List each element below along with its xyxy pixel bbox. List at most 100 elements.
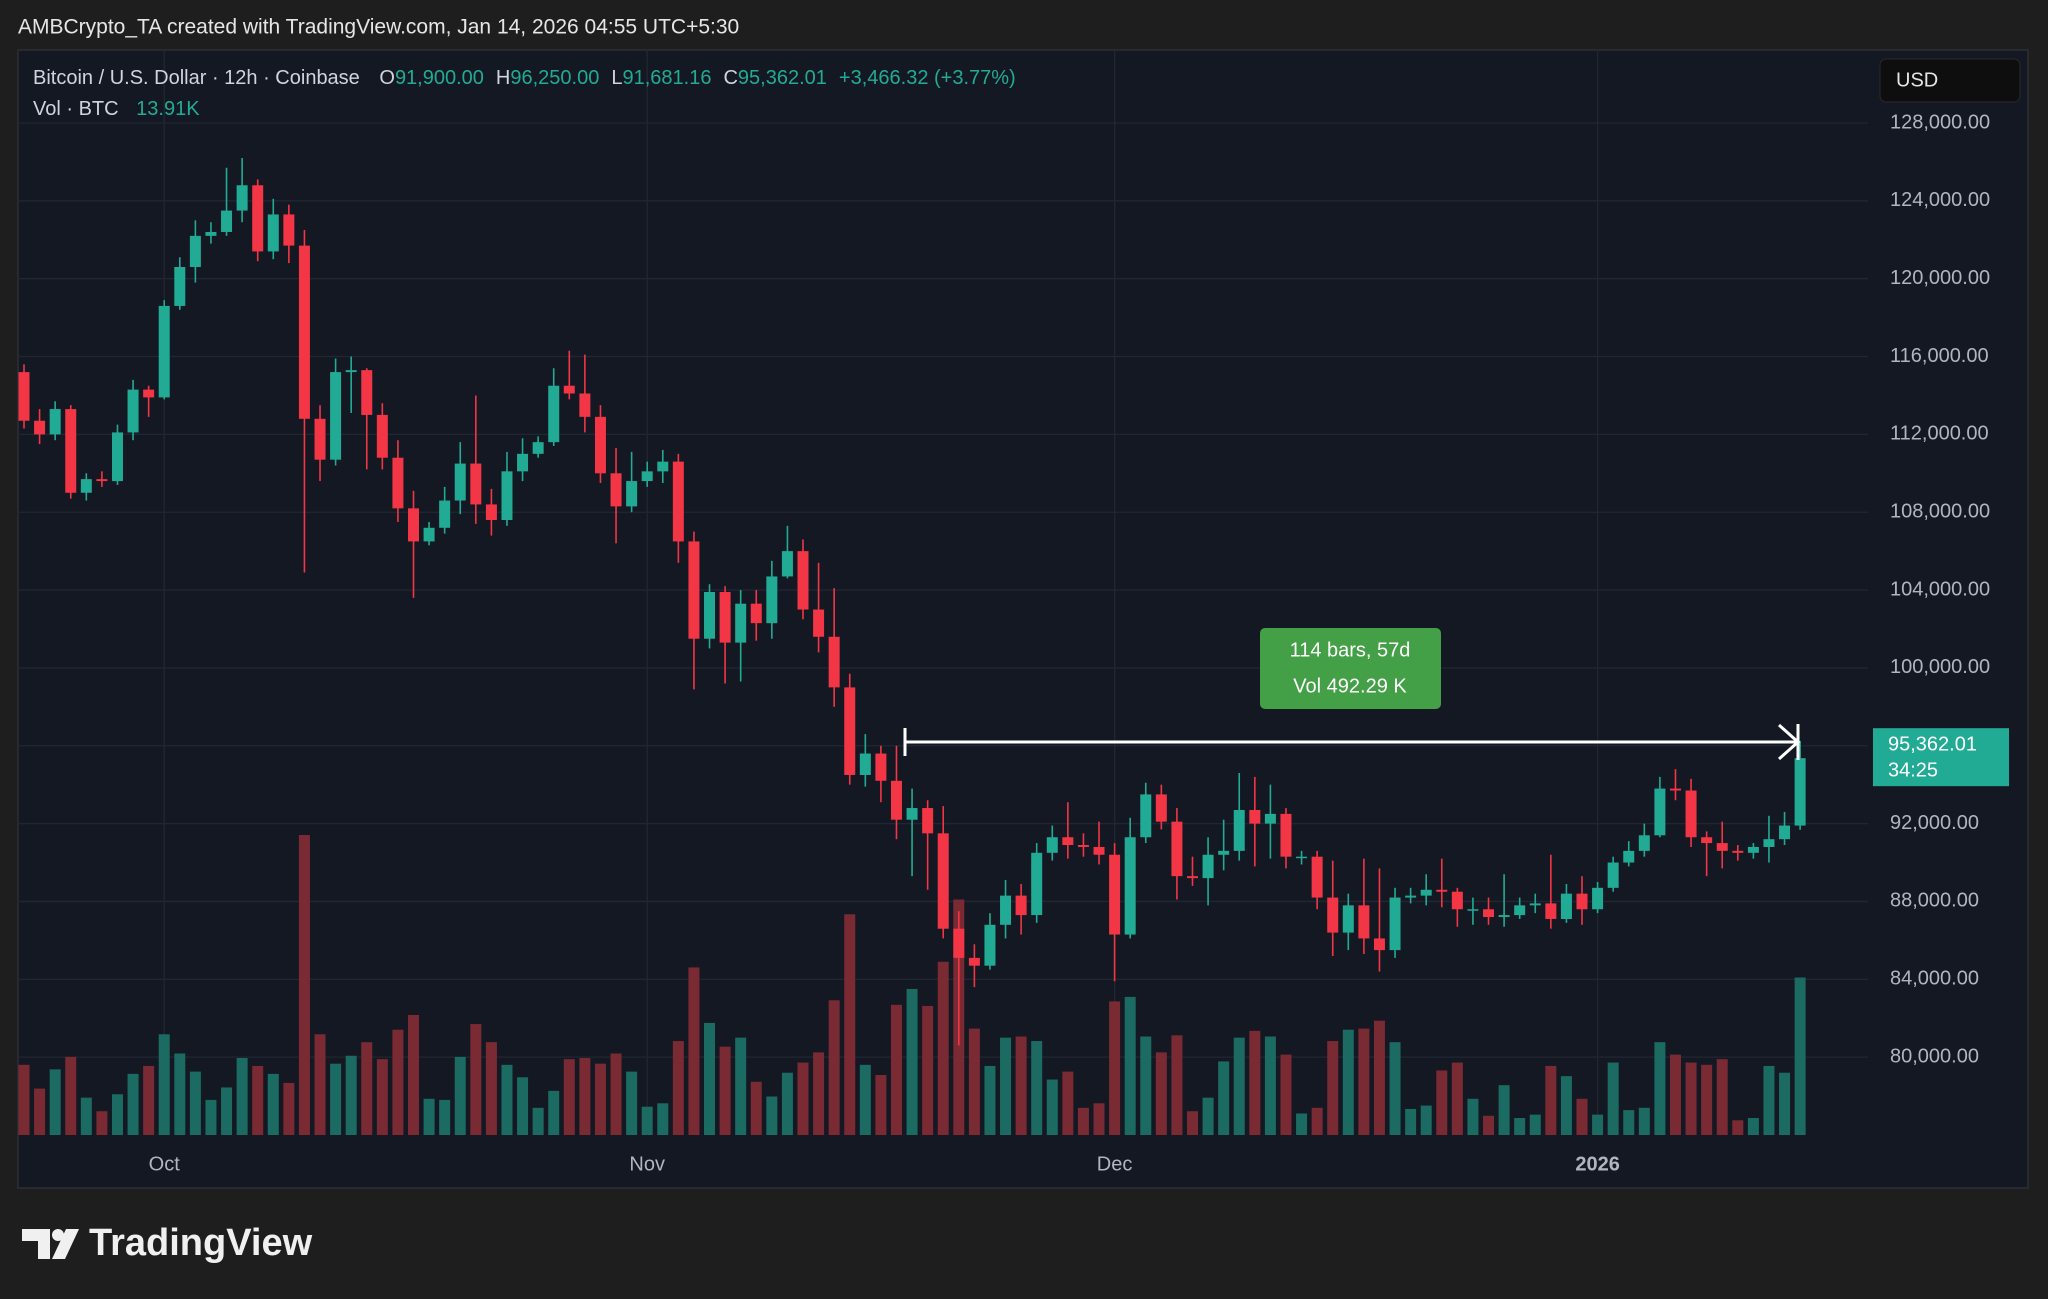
candle-body — [408, 508, 419, 542]
measure-bars: 114 bars, 57d — [1290, 639, 1411, 661]
volume-bar — [1218, 1061, 1230, 1135]
volume-bar — [1576, 1098, 1588, 1135]
volume-bar — [18, 1064, 30, 1135]
volume-bar — [1779, 1072, 1791, 1135]
candle-body — [517, 453, 529, 472]
candle-body — [1311, 856, 1323, 898]
candle-body — [345, 370, 357, 373]
volume-bar — [1498, 1085, 1510, 1135]
volume-bar — [345, 1055, 357, 1135]
candle-body — [1077, 845, 1089, 847]
ohlc-value: 96,250.00 — [510, 67, 599, 89]
volume-bar — [1093, 1103, 1105, 1135]
candle-body — [641, 471, 653, 482]
y-tick-label: 128,000.00 — [1890, 111, 1990, 133]
logo-mark — [22, 1229, 50, 1259]
candle-body — [781, 551, 793, 577]
volume-bar — [65, 1056, 77, 1135]
volume-bar — [236, 1058, 248, 1135]
candle-body — [968, 957, 980, 966]
candle-body — [1483, 909, 1495, 918]
candle-body — [1202, 854, 1214, 879]
candle-body — [828, 636, 840, 688]
x-tick-label: Dec — [1097, 1153, 1133, 1175]
volume-bar — [1280, 1054, 1292, 1135]
candle-body — [704, 592, 716, 639]
candle-body — [1000, 895, 1012, 925]
volume-bar — [579, 1058, 591, 1135]
candle-body — [1747, 846, 1759, 853]
candle-body — [189, 235, 201, 267]
currency-button[interactable] — [1879, 58, 2021, 103]
volume-bar — [1732, 1120, 1744, 1135]
candle-body — [111, 432, 123, 482]
candle-body — [314, 418, 326, 460]
volume-bar — [1638, 1107, 1650, 1135]
candle-body — [579, 393, 591, 417]
x-tick-label: 2026 — [1575, 1153, 1620, 1175]
change: +3,466.32 (+3.77%) — [839, 67, 1016, 89]
candle-body — [252, 185, 264, 252]
candle-body — [1685, 790, 1697, 838]
volume-bar — [610, 1053, 622, 1135]
volume-bar — [750, 1081, 762, 1135]
y-tick-label: 104,000.00 — [1890, 578, 1990, 600]
x-tick-label: Oct — [149, 1153, 181, 1175]
currency[interactable]: USD — [1896, 69, 1938, 91]
candle-body — [1327, 897, 1339, 933]
volume-bar — [485, 1042, 497, 1135]
volume-bar — [906, 988, 918, 1135]
candle-body — [1093, 846, 1105, 855]
candle-body — [1280, 813, 1292, 857]
candle-body — [1794, 758, 1806, 826]
candle-body — [439, 500, 451, 528]
chart-panel — [17, 49, 2029, 1189]
ohlc-value: 95,362.01 — [738, 67, 827, 89]
y-tick-label: 120,000.00 — [1890, 267, 1990, 289]
candle-body — [688, 541, 700, 639]
ohlc-value: 91,900.00 — [395, 67, 484, 89]
volume-bar — [1171, 1035, 1183, 1135]
candle-body — [1592, 887, 1604, 910]
x-tick-label: Nov — [629, 1153, 665, 1175]
ohlc-key: C — [723, 67, 737, 89]
candle-body — [34, 420, 46, 435]
volume-bar — [1669, 1054, 1681, 1135]
candle-body — [1264, 813, 1276, 824]
price-tag-box — [1873, 728, 2009, 787]
volume-bar — [501, 1064, 513, 1135]
measure-box — [1260, 628, 1441, 709]
volume-bar — [922, 1005, 934, 1135]
candle-body — [236, 185, 248, 211]
candle-body — [298, 245, 310, 419]
y-tick-label: 116,000.00 — [1890, 345, 1989, 367]
candle-body — [1436, 889, 1448, 892]
candle-body — [1031, 852, 1043, 916]
candle-body — [859, 753, 871, 775]
candle-body — [1576, 893, 1588, 910]
candle-body — [65, 409, 77, 493]
volume-bar — [174, 1053, 186, 1135]
volume-bar — [1342, 1029, 1354, 1135]
volume-bar — [1483, 1115, 1495, 1135]
logo-dot — [52, 1229, 64, 1241]
candle-body — [1155, 794, 1167, 822]
candle-body — [890, 780, 902, 820]
volume-bar — [1716, 1059, 1728, 1135]
candle-body — [1015, 895, 1027, 916]
candle-body — [1732, 850, 1744, 853]
y-tick-label: 88,000.00 — [1890, 890, 1979, 912]
volume-bar — [688, 967, 700, 1135]
candles — [18, 158, 1806, 1046]
candle-body — [470, 463, 482, 505]
volume-bar — [735, 1037, 747, 1135]
volume-bar — [1062, 1071, 1074, 1135]
volume-bar — [532, 1107, 544, 1135]
candle-body — [1124, 837, 1136, 935]
candle-body — [1701, 837, 1713, 844]
volume-bar — [704, 1022, 716, 1135]
candle-body — [1342, 905, 1354, 933]
volume-bar — [392, 1029, 404, 1135]
volume-bar — [205, 1099, 217, 1135]
candle-body — [813, 609, 825, 637]
